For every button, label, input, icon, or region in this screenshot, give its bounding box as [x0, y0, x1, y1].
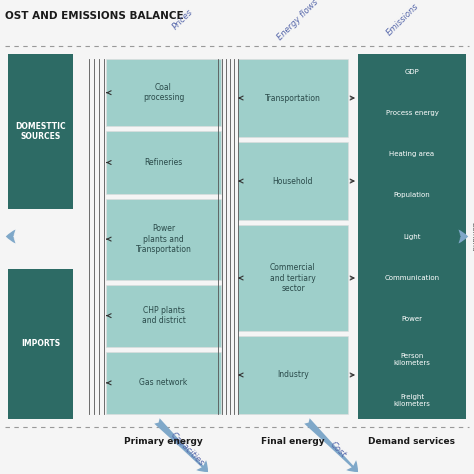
FancyBboxPatch shape — [238, 225, 348, 331]
Text: GDP: GDP — [405, 69, 419, 75]
Text: Demand services: Demand services — [368, 437, 456, 446]
Text: Industry: Industry — [277, 371, 309, 380]
FancyBboxPatch shape — [358, 54, 466, 419]
Text: Emissions: Emissions — [384, 1, 420, 37]
FancyBboxPatch shape — [106, 352, 221, 414]
Text: DOMESTTIC
SOURCES: DOMESTTIC SOURCES — [15, 122, 66, 141]
FancyBboxPatch shape — [106, 199, 221, 280]
Text: Power: Power — [401, 316, 422, 322]
Text: Power
plants and
Transportation: Power plants and Transportation — [136, 224, 191, 254]
Text: Capacities: Capacities — [169, 431, 206, 468]
Text: Household: Household — [273, 176, 313, 185]
Text: IMPORTS: IMPORTS — [21, 339, 60, 348]
FancyBboxPatch shape — [238, 59, 348, 137]
Text: Heating area: Heating area — [390, 151, 435, 157]
Text: Demand: Demand — [470, 222, 474, 251]
Text: Energy flows: Energy flows — [275, 0, 320, 42]
Text: Coal
processing: Coal processing — [143, 83, 184, 102]
Text: CHP plants
and district: CHP plants and district — [142, 306, 185, 325]
Text: Primary energy: Primary energy — [124, 437, 203, 446]
FancyBboxPatch shape — [238, 336, 348, 414]
Text: Process energy: Process energy — [385, 110, 438, 116]
Text: Commercial
and tertiary
sector: Commercial and tertiary sector — [270, 263, 316, 293]
FancyBboxPatch shape — [106, 131, 221, 194]
Text: Population: Population — [393, 192, 430, 199]
Text: Prices: Prices — [171, 8, 194, 31]
Text: Transportation: Transportation — [265, 93, 321, 102]
FancyBboxPatch shape — [8, 269, 73, 419]
Text: Refineries: Refineries — [145, 158, 182, 167]
FancyBboxPatch shape — [8, 54, 73, 209]
FancyBboxPatch shape — [238, 142, 348, 220]
Text: Cost: Cost — [328, 440, 347, 459]
Text: Person
kilometers: Person kilometers — [393, 354, 430, 366]
Text: Gas network: Gas network — [139, 378, 188, 387]
Text: Communication: Communication — [384, 274, 439, 281]
Text: Light: Light — [403, 234, 421, 239]
FancyBboxPatch shape — [106, 59, 221, 127]
Text: OST AND EMISSIONS BALANCE: OST AND EMISSIONS BALANCE — [5, 11, 183, 21]
Text: Freight
kilometers: Freight kilometers — [393, 394, 430, 408]
Text: Final energy: Final energy — [261, 437, 325, 446]
FancyBboxPatch shape — [106, 284, 221, 347]
